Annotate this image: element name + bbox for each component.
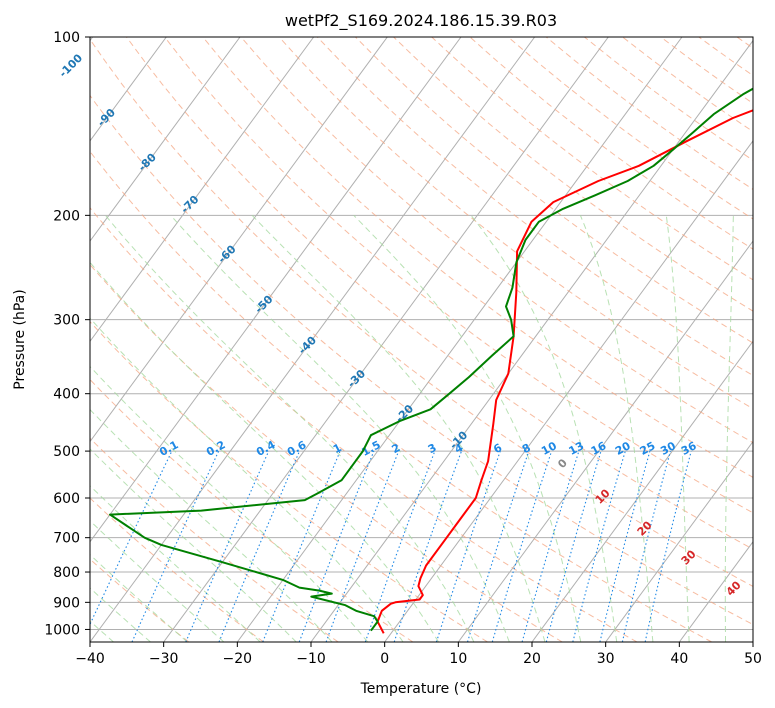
isotherm-line (531, 340, 753, 642)
profile-lines (109, 87, 753, 634)
y-tick-label: 200 (53, 208, 80, 224)
mixing-ratio-line (218, 450, 301, 642)
dry-adiabat (164, 37, 753, 514)
isotherm-line (90, 37, 388, 443)
moist-adiabat (90, 520, 225, 642)
x-tick-label: 10 (449, 651, 467, 667)
mixing-ratio-line (599, 450, 651, 642)
y-tick-label: 600 (53, 491, 80, 507)
dry-adiabat (316, 37, 753, 377)
temperature-profile (376, 109, 753, 634)
isotherm-line (384, 140, 753, 642)
isotherm-line (163, 37, 609, 642)
moist-adiabat (170, 214, 510, 642)
y-tick-label: 900 (53, 595, 80, 611)
dry-adiabat (126, 37, 753, 550)
mixing-ratio-line (621, 450, 671, 642)
mixing-ratio-label: 16 (589, 439, 609, 458)
y-axis-label: Pressure (hPa) (12, 289, 28, 389)
y-tick-label: 700 (53, 531, 80, 547)
x-tick-label: −10 (296, 651, 326, 667)
dewpoint-profile (109, 87, 753, 632)
mixing-ratio-line (393, 450, 463, 642)
moist-adiabat (665, 215, 690, 642)
mixing-ratio-line (364, 450, 436, 642)
dry-adiabat (90, 263, 563, 642)
mixing-ratio-label: 25 (638, 439, 658, 458)
mixing-ratio-label: 30 (658, 439, 678, 458)
mixing-ratio-label: 36 (679, 439, 699, 458)
plot-frame (89, 36, 754, 643)
mixing-ratio-label: 13 (567, 439, 587, 458)
y-tick-label: 800 (53, 565, 80, 581)
mixing-ratio-line (185, 450, 270, 642)
isotherm-line (236, 37, 683, 642)
x-tick-label: 20 (523, 651, 541, 667)
x-axis-label: Temperature (°C) (360, 681, 482, 697)
moist-adiabat (90, 261, 439, 642)
moist-adiabat (251, 214, 546, 642)
mixing-ratio-line (466, 450, 530, 642)
moist-adiabat (353, 214, 582, 642)
mixing-ratio-line (572, 450, 626, 642)
mixing-ratio-line (262, 450, 341, 642)
mixing-ratio-label: 10 (539, 439, 559, 458)
x-tick-label: 30 (597, 651, 615, 667)
x-tick-label: 50 (744, 651, 762, 667)
y-tick-label: 300 (53, 313, 80, 329)
y-tick-label: 1000 (44, 622, 80, 638)
mixing-ratio-line (298, 450, 375, 642)
isotherm-line (457, 240, 753, 642)
mixing-ratio-line (644, 450, 692, 642)
x-tick-label: 0 (380, 651, 389, 667)
moist-adiabat (90, 485, 261, 642)
x-tick-label: 40 (670, 651, 688, 667)
y-axis-ticks: 100 200 300 400 500 600 700 800 900 1000 (44, 30, 90, 638)
moist-adiabat (579, 215, 654, 642)
moist-adiabat (470, 214, 618, 642)
mixing-ratio-line (491, 450, 553, 642)
dry-adiabat (90, 38, 753, 587)
mixing-ratio-line (521, 450, 580, 642)
chart-title: wetPf2_S169.2024.186.15.39.R03 (285, 11, 557, 31)
isotherm-line (90, 37, 315, 343)
dry-adiabat (90, 378, 414, 642)
mixing-ratio-label: 20 (613, 439, 633, 458)
dry-adiabat (90, 94, 753, 626)
isotherm-line (605, 440, 753, 642)
y-tick-label: 100 (53, 30, 80, 46)
dry-adiabat (355, 37, 753, 344)
isotherm-line (90, 37, 167, 142)
y-tick-label: 500 (53, 444, 80, 460)
mixing-ratio-line (325, 450, 400, 642)
x-tick-label: −30 (149, 651, 179, 667)
moist-adiabat (724, 215, 734, 642)
x-tick-label: −20 (223, 651, 253, 667)
dry-adiabat (90, 150, 712, 642)
x-tick-label: −40 (75, 651, 105, 667)
mixing-ratio-line (545, 450, 602, 642)
dry-adiabat (278, 37, 753, 410)
x-axis-ticks: −40 −30 −20 −10 0 10 20 30 40 50 (75, 642, 762, 667)
moist-adiabat (90, 448, 297, 642)
dry-adiabat (90, 207, 638, 642)
moist-adiabat (105, 214, 475, 642)
moist-adiabat (90, 408, 333, 642)
isotherm-line (90, 37, 241, 242)
isotherm-line (90, 37, 536, 642)
y-tick-label: 400 (53, 387, 80, 403)
mixing-ratio-line (435, 450, 501, 642)
moist-adiabat (90, 317, 404, 642)
